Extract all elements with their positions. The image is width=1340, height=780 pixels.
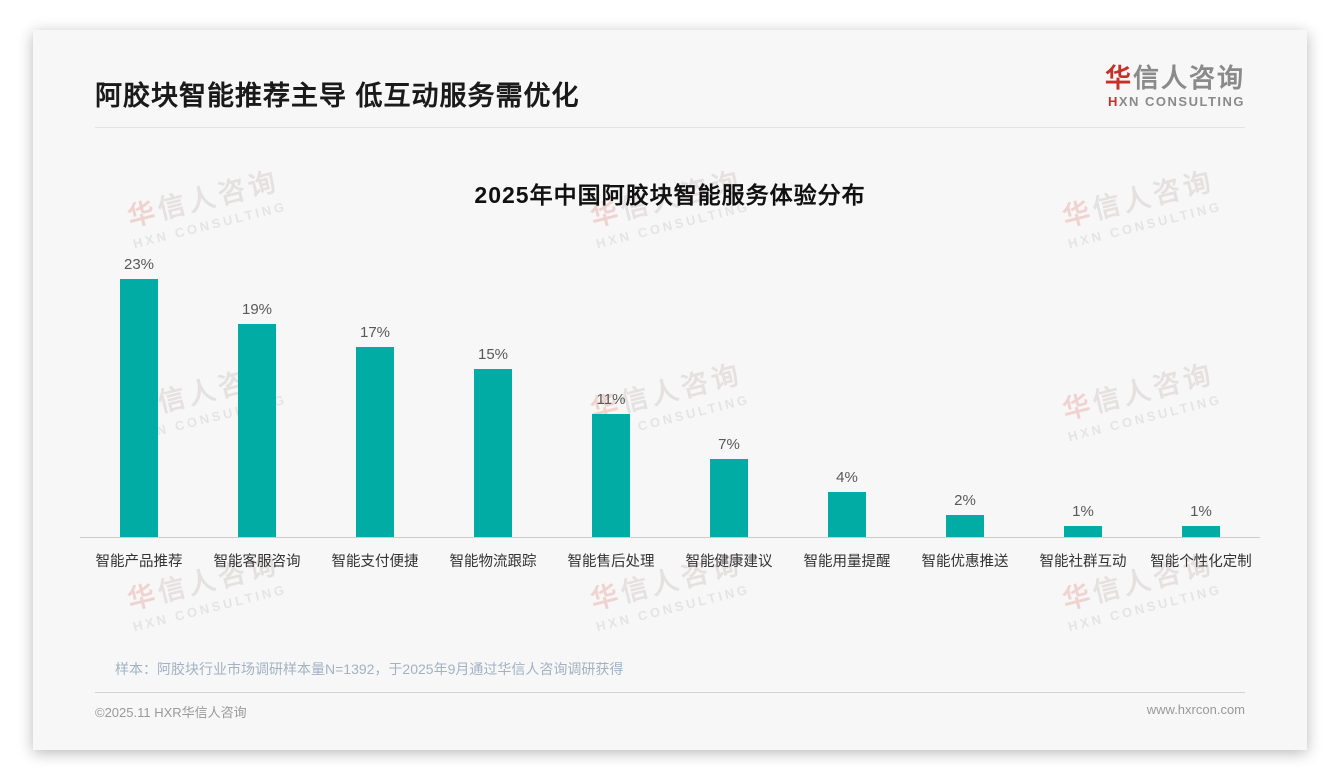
bar: [1182, 526, 1220, 537]
slide-card: 华信人咨询 HXN CONSULTING 华信人咨询 HXN CONSULTING 华信…: [33, 30, 1307, 750]
page-title: 阿胶块智能推荐主导 低互动服务需优化: [95, 81, 580, 111]
sample-note: 样本：阿胶块行业市场调研样本量N=1392，于2025年9月通过华信人咨询调研获…: [115, 661, 624, 677]
bar-value-label: 2%: [954, 492, 976, 509]
bar-slot: 4%: [788, 469, 906, 537]
category-label: 智能客服咨询: [213, 554, 301, 570]
bar: [1064, 526, 1102, 537]
bar-slot: 17%: [316, 324, 434, 537]
bar-slot: 19%: [198, 301, 316, 537]
category-row: 智能产品推荐 智能客服咨询 智能支付便捷 智能物流跟踪 智能售后处理 智能健康建议 智能用量…: [80, 550, 1260, 571]
x-axis-line: [80, 537, 1260, 538]
footer-divider: [95, 692, 1245, 693]
brand-logo-en: HXN CONSULTING: [1107, 93, 1245, 109]
bar: [120, 279, 158, 537]
bar-value-label: 1%: [1072, 503, 1094, 520]
plot-area: 23% 19% 17% 15% 11% 7% 4% 2% 1% 1%: [80, 252, 1260, 537]
category-label: 智能物流跟踪: [449, 554, 537, 570]
category-label: 智能社群互动: [1039, 554, 1127, 570]
bar-slot: 1%: [1024, 503, 1142, 537]
bar-value-label: 1%: [1190, 503, 1212, 520]
category-label: 智能售后处理: [567, 554, 655, 570]
bar-slot: 23%: [80, 256, 198, 537]
bar: [592, 414, 630, 537]
website-link[interactable]: www.hxrcon.com: [1146, 702, 1245, 717]
bar-value-label: 7%: [718, 436, 740, 453]
bar-value-label: 11%: [596, 391, 626, 408]
bar: [356, 347, 394, 537]
bar: [828, 492, 866, 537]
bar-value-label: 17%: [359, 324, 391, 341]
bar-slot: 15%: [434, 346, 552, 537]
footer: ©2025.11 HXR华信人咨询 www.hxrcon.com: [95, 702, 1245, 721]
category-label: 智能用量提醒: [803, 554, 891, 570]
header: 阿胶块智能推荐主导 低互动服务需优化 华信人咨询 HXN CONSULTING: [33, 30, 1307, 113]
bar-slot: 11%: [552, 391, 670, 537]
bar: [946, 515, 984, 537]
bar-chart: 23% 19% 17% 15% 11% 7% 4% 2% 1% 1% 智能产品推荐 智能客服咨询 智能…: [80, 252, 1260, 571]
category-label: 智能产品推荐: [95, 554, 183, 570]
bar: [474, 369, 512, 537]
bar-value-label: 4%: [836, 469, 858, 486]
bar-slot: 7%: [670, 436, 788, 537]
bar-value-label: 19%: [241, 301, 273, 318]
bar-slot: 2%: [906, 492, 1024, 537]
copyright-text: ©2025.11 HXR华信人咨询: [95, 705, 247, 720]
header-divider: [95, 127, 1245, 128]
category-label: 智能优惠推送: [921, 554, 1009, 570]
chart-title: 2025年中国阿胶块智能服务体验分布: [474, 182, 866, 208]
brand-logo: 华信人咨询 HXN CONSULTING: [1105, 64, 1245, 109]
brand-logo-cn: 华信人咨询: [1104, 63, 1245, 93]
bar-value-label: 23%: [123, 256, 155, 273]
bar-slot: 1%: [1142, 503, 1260, 537]
bar: [238, 324, 276, 537]
bar-value-label: 15%: [477, 346, 509, 363]
bar: [710, 459, 748, 537]
category-label: 智能个性化定制: [1150, 554, 1252, 570]
category-label: 智能健康建议: [685, 554, 773, 570]
category-label: 智能支付便捷: [331, 554, 419, 570]
